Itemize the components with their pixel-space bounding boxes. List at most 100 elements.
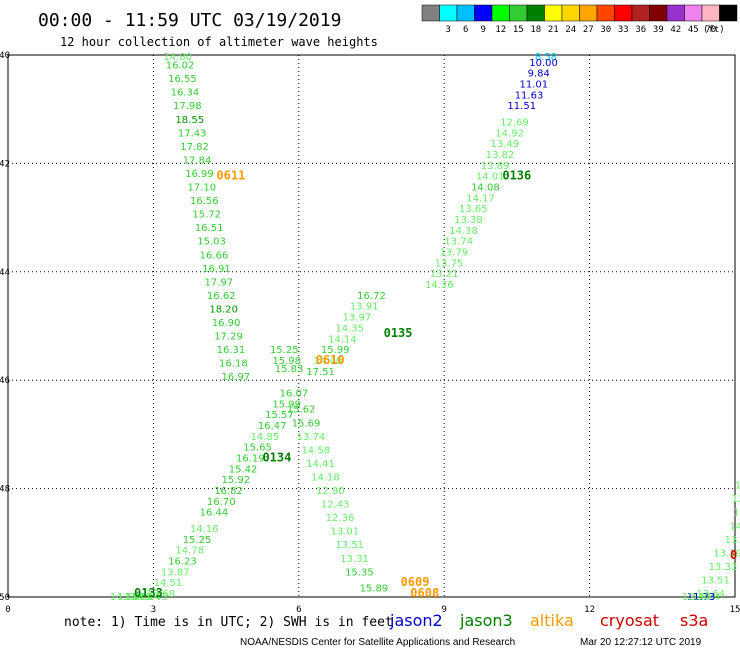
wave-height-value: 18.20 [209, 304, 238, 315]
colorbar-label: 15 [513, 25, 524, 35]
wave-height-value: 15.83 [275, 364, 304, 375]
colorbar-label: 18 [530, 25, 541, 35]
wave-height-value: 16.02 [166, 61, 195, 72]
legend-jason3: jason3 [459, 611, 513, 630]
wave-height-value: 10.00 [529, 58, 558, 69]
wave-height-value: 14.36 [425, 280, 454, 291]
colorbar-swatch [596, 4, 615, 22]
wave-height-value: 14. [729, 521, 740, 532]
wave-height-value: 17.43 [178, 128, 207, 139]
colorbar-swatch [614, 4, 633, 22]
colorbar-swatch [474, 4, 493, 22]
colorbar-unit: (ft) [703, 25, 725, 35]
wave-height-value: 11.01 [520, 80, 549, 91]
x-tick-label: 6 [296, 605, 301, 615]
colorbar-swatch [561, 4, 580, 22]
wave-height-value: 16.07 [280, 388, 309, 399]
wave-height-value: 13.65 [459, 204, 488, 215]
satellite-legend: jason2 jason3 altika cryosat s3a [389, 611, 708, 630]
wave-height-value: 13.74 [297, 432, 326, 443]
wave-height-value: 13.01 [331, 527, 360, 538]
colorbar-swatch [526, 4, 545, 22]
wave-height-value: 16.56 [190, 196, 219, 207]
wave-height-value: 16.70 [207, 497, 236, 508]
colorbar-swatch [456, 4, 475, 22]
wave-height-value: 14.40 [314, 356, 343, 367]
colorbar-swatch [421, 4, 440, 22]
wave-height-value: 15.99 [321, 345, 350, 356]
wave-height-value: 14.41 [306, 459, 335, 470]
wave-height-value: 13.91 [350, 302, 379, 313]
wave-height-value: 16.62 [207, 291, 236, 302]
wave-height-value: 14.78 [175, 546, 204, 557]
colorbar-label: 3 [446, 25, 451, 35]
pass-label: 0 [730, 548, 737, 562]
grid [8, 55, 735, 597]
chart-subtitle: 12 hour collection of altimeter wave hei… [60, 35, 378, 49]
wave-height-value: 14.14 [328, 334, 357, 345]
wave-height-value: 14.18 [311, 472, 340, 483]
wave-height-value: 13.80 [125, 592, 154, 603]
wave-height-value: 15.65 [243, 443, 272, 454]
y-tick-label: -42 [0, 159, 10, 169]
wave-height-value: 14.58 [301, 445, 330, 456]
x-tick-label: 15 [730, 605, 740, 615]
wave-height-value: 13.31 [340, 554, 369, 565]
wave-height-value: 16.34 [171, 88, 200, 99]
wave-height-value: 16.72 [357, 291, 386, 302]
x-tick-label: 12 [584, 605, 595, 615]
wave-height-value: 16.66 [200, 250, 229, 261]
wave-height-value: 13.38 [454, 215, 483, 226]
colorbar-label: 21 [548, 25, 559, 35]
wave-height-value: 15.25 [270, 345, 299, 356]
legend-cryosat: cryosat [600, 611, 659, 630]
wave-height-value: 16.31 [217, 345, 246, 356]
wave-height-value: 16.90 [212, 318, 241, 329]
colorbar-label: 30 [600, 25, 611, 35]
wave-height-value: 18.55 [175, 115, 204, 126]
colorbar-label: 6 [463, 25, 468, 35]
legend-s3a: s3a [680, 611, 708, 630]
colorbar-swatch [491, 4, 510, 22]
wave-height-value: 13.64 [696, 589, 725, 600]
wave-height-value: 13.79 [440, 248, 469, 259]
wave-height-value: 12.36 [326, 513, 355, 524]
pass-label: 0608 [410, 586, 439, 600]
wave-height-value: 13.33 [709, 562, 738, 573]
colorbar-swatch [579, 4, 598, 22]
wave-height-value: 12.43 [321, 500, 350, 511]
footer-note: note: 1) Time is in UTC; 2) SWH is in fe… [64, 615, 393, 630]
wave-height-value: 13.49 [490, 139, 519, 150]
wave-height-value: 15.98 [272, 356, 301, 367]
wave-height-value: 13.74 [444, 237, 473, 248]
pass-label: 0133 [134, 586, 163, 600]
wave-height-value: 13.75 [435, 258, 464, 269]
y-tick-label: -50 [0, 593, 10, 603]
colorbar-label: 45 [688, 25, 699, 35]
pass-label: 0610 [316, 353, 345, 367]
colorbar-swatch [509, 4, 528, 22]
y-tick-label: -44 [0, 268, 10, 278]
wave-height-value: 15.89 [360, 584, 389, 595]
wave-height-value: 15.42 [229, 464, 258, 475]
wave-height-value: 15.62 [287, 405, 316, 416]
wave-height-value: 17.51 [306, 367, 335, 378]
wave-height-value: 13.89 [481, 161, 510, 172]
wave-height-value: 16.51 [195, 223, 224, 234]
wave-height-value: 16.82 [214, 486, 243, 497]
wave-height-value: 14.69 [110, 592, 139, 603]
wave-height-value: 17.82 [180, 142, 209, 153]
colorbar-swatch [439, 4, 458, 22]
wave-height-value: 16.44 [200, 508, 229, 519]
wave-height-value: 14.80 [163, 52, 192, 63]
wave-height-value: 14.01 [476, 172, 505, 183]
wave-height-value: 13.39 [713, 548, 740, 559]
wave-height-value: 13.68 [146, 589, 175, 600]
wave-height-value: 14.14 [132, 592, 161, 603]
pass-label: 0609 [401, 575, 430, 589]
wave-height-value: 16.91 [202, 264, 231, 275]
wave-height-value: 16.97 [221, 372, 250, 383]
colorbar-label: 70 [705, 25, 716, 35]
